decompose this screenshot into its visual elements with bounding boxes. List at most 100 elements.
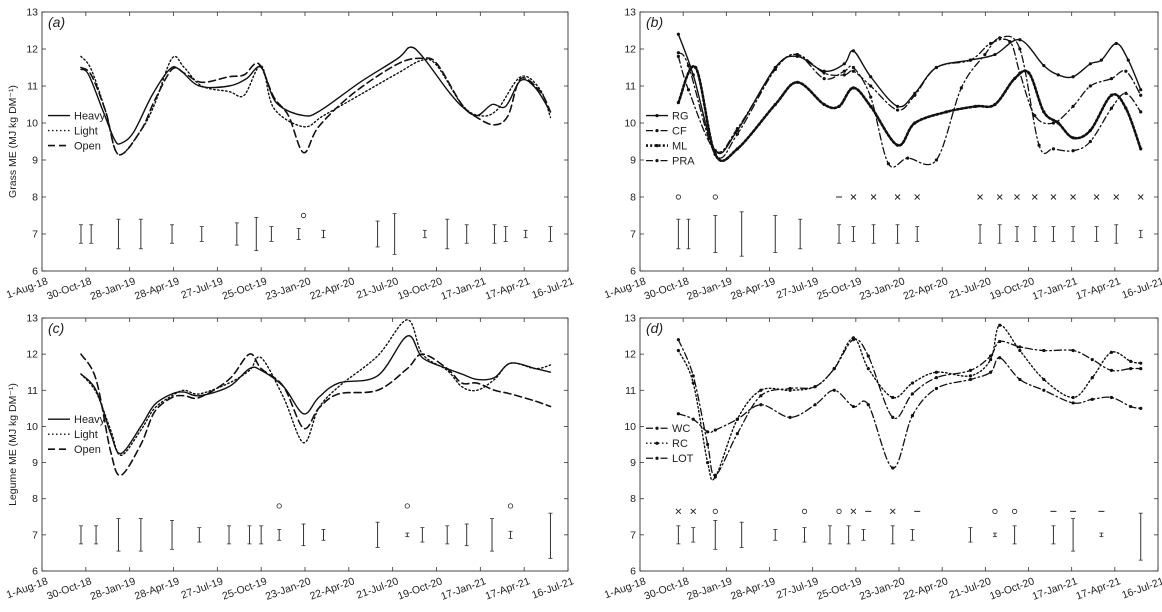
significance-marker-cross <box>977 194 983 200</box>
data-point-cf <box>1139 93 1143 97</box>
data-point-cf <box>1109 77 1114 81</box>
legend-marker <box>655 159 659 163</box>
legend-marker <box>655 129 659 133</box>
data-point-lot <box>968 377 973 382</box>
y-tick-label: 12 <box>26 349 38 361</box>
panel-label: (b) <box>646 14 663 30</box>
chart-panel-3: 6 7 8 9 10 11 12 13 1-Aug-1830-Oct-1828-Jan-1928… <box>5 313 576 603</box>
data-point-lot <box>989 370 993 374</box>
y-tick-label: 9 <box>630 457 636 469</box>
data-point-rc <box>866 367 870 371</box>
significance-marker-circle <box>1011 508 1018 514</box>
significance-marker-cross <box>914 194 921 200</box>
data-point-lot <box>1109 395 1114 400</box>
y-tick-label: 11 <box>625 81 636 93</box>
data-point-ml <box>944 110 949 114</box>
legend-label: ML <box>672 141 687 153</box>
data-point-rg <box>993 52 997 57</box>
y-axis-label: Legume ME (MJ kg DM⁻¹) <box>7 383 19 506</box>
data-point-lot <box>851 404 856 409</box>
significance-marker-cross <box>1031 194 1038 200</box>
data-point-rg <box>1042 64 1046 68</box>
data-point-rc <box>713 475 717 479</box>
legend-label: PRA <box>672 156 695 168</box>
y-tick-label: 13 <box>26 7 38 19</box>
significance-marker-circle <box>404 503 410 509</box>
x-tick-label: 25-Oct-19 <box>815 275 863 302</box>
significance-marker-cross <box>675 508 682 515</box>
data-point-wc <box>1042 348 1046 353</box>
data-point-ml <box>895 143 900 147</box>
data-point-lot <box>691 417 695 421</box>
panel-label: (c) <box>48 320 64 336</box>
data-point-pra <box>773 67 777 71</box>
x-tick-label: 1-Aug-18 <box>5 575 50 601</box>
data-point-lot <box>788 415 792 419</box>
x-tick-label: 30-Oct-18 <box>643 275 691 302</box>
data-point-rg <box>1018 38 1022 42</box>
data-point-cf <box>686 64 691 68</box>
x-tick-label: 25-Oct-19 <box>815 575 863 602</box>
series-line-lot <box>677 357 1142 469</box>
significance-marker-circle <box>712 194 718 200</box>
data-point-rg <box>851 49 856 53</box>
series-line-open <box>80 353 552 477</box>
data-point-rg <box>1088 62 1092 66</box>
chart-panel-2: 6 7 8 9 10 11 12 13 1-Aug-1830-Oct-1828-Jan-1928… <box>603 7 1162 303</box>
significance-marker-cross <box>996 194 1003 200</box>
data-point-lot <box>1129 404 1133 409</box>
data-point-rc <box>1090 376 1094 380</box>
x-tick-label: 19-Oct-20 <box>396 575 444 602</box>
significance-marker-cross <box>1113 194 1120 200</box>
data-point-lot <box>676 412 680 416</box>
data-point-cf <box>735 132 739 136</box>
x-tick-label: 28-Apr-19 <box>133 275 181 302</box>
data-point-cf <box>1008 40 1012 44</box>
data-point-cf <box>1071 104 1075 108</box>
data-point-wc <box>1090 357 1094 362</box>
x-tick-label: 28-Apr-19 <box>729 575 777 602</box>
y-tick-label: 8 <box>32 493 38 505</box>
y-tick-label: 10 <box>624 421 636 433</box>
data-point-ml <box>1139 147 1143 151</box>
legend-label: Heavy <box>74 414 106 426</box>
data-point-rg <box>691 73 695 77</box>
data-point-lot <box>891 466 895 470</box>
legend-label: RC <box>672 438 688 450</box>
data-point-lot <box>832 388 836 392</box>
data-point-wc <box>1071 348 1075 353</box>
data-point-rg <box>1126 58 1130 62</box>
data-point-rg <box>1114 41 1118 46</box>
data-point-pra <box>998 36 1002 40</box>
x-tick-label: 16-Jul-21 <box>530 575 575 601</box>
significance-marker-cross <box>870 194 877 200</box>
data-point-cf <box>1033 114 1037 118</box>
data-point-pra <box>1018 47 1022 51</box>
data-point-lot <box>759 403 763 407</box>
series-line-light <box>80 319 552 457</box>
data-point-pra <box>1071 149 1075 153</box>
data-point-lot <box>713 428 717 432</box>
y-tick-label: 12 <box>26 44 38 56</box>
data-point-pra <box>822 77 826 81</box>
data-point-ml <box>676 101 680 105</box>
legend-label: RG <box>672 111 689 123</box>
significance-marker-cross <box>1070 194 1076 200</box>
data-point-lot <box>934 386 939 391</box>
data-point-rg <box>1071 75 1075 79</box>
y-axis-label: Grass ME (MJ kg DM⁻¹) <box>7 85 19 198</box>
panel-label: (a) <box>48 14 65 30</box>
data-point-wc <box>989 354 993 358</box>
data-point-rc <box>1071 395 1075 400</box>
y-tick-label: 11 <box>27 81 38 93</box>
data-point-rc <box>910 381 915 385</box>
data-point-cf <box>1088 84 1092 88</box>
y-tick-label: 8 <box>630 493 636 505</box>
series-line-heavy <box>80 46 552 145</box>
significance-marker-cross <box>889 508 896 515</box>
data-point-rc <box>832 367 836 371</box>
data-point-pra <box>934 158 939 162</box>
data-point-rc <box>968 374 973 378</box>
data-point-rg <box>842 62 846 66</box>
data-point-lot <box>1090 397 1094 401</box>
